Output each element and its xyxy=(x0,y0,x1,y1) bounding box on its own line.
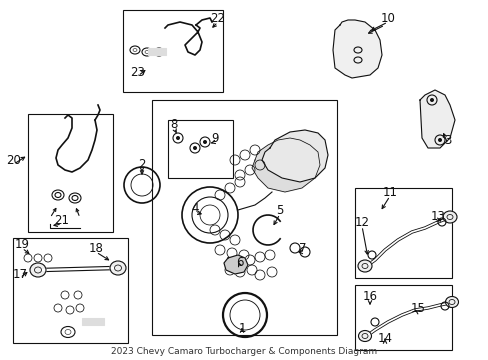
Text: 9: 9 xyxy=(211,131,218,144)
Text: 5: 5 xyxy=(276,203,283,216)
Text: 16: 16 xyxy=(362,289,377,302)
Text: 20: 20 xyxy=(6,153,21,166)
Bar xyxy=(152,100,336,335)
Circle shape xyxy=(193,146,197,150)
Circle shape xyxy=(429,98,433,102)
Text: 11: 11 xyxy=(382,185,397,198)
Text: 1: 1 xyxy=(238,321,245,334)
Ellipse shape xyxy=(357,260,371,272)
Text: 21: 21 xyxy=(54,213,69,226)
Ellipse shape xyxy=(442,211,456,223)
Bar xyxy=(82,318,104,325)
Polygon shape xyxy=(332,20,381,78)
Text: 7: 7 xyxy=(299,242,306,255)
Circle shape xyxy=(176,136,180,140)
Text: 13: 13 xyxy=(429,210,445,222)
Bar xyxy=(354,188,451,278)
Text: 18: 18 xyxy=(88,242,103,255)
Text: 19: 19 xyxy=(15,238,29,251)
Bar xyxy=(354,285,451,350)
Text: 2: 2 xyxy=(138,158,145,171)
Bar xyxy=(168,120,232,178)
Text: 23: 23 xyxy=(130,66,145,78)
Polygon shape xyxy=(262,130,327,182)
Text: 2023 Chevy Camaro Turbocharger & Components Diagram: 2023 Chevy Camaro Turbocharger & Compone… xyxy=(111,347,377,356)
Circle shape xyxy=(437,138,441,142)
Text: 10: 10 xyxy=(380,12,395,24)
Bar xyxy=(148,48,165,55)
Circle shape xyxy=(203,140,206,144)
Text: 15: 15 xyxy=(410,302,425,315)
Bar xyxy=(28,114,113,232)
Ellipse shape xyxy=(358,330,371,342)
Text: 3: 3 xyxy=(444,134,451,147)
Polygon shape xyxy=(251,138,319,192)
Text: 12: 12 xyxy=(354,216,369,229)
Ellipse shape xyxy=(30,263,46,277)
Bar xyxy=(123,10,223,92)
Text: 8: 8 xyxy=(170,117,177,130)
Ellipse shape xyxy=(110,261,126,275)
Ellipse shape xyxy=(445,297,458,307)
Bar xyxy=(13,238,128,343)
Text: 4: 4 xyxy=(191,202,198,215)
Text: 17: 17 xyxy=(13,267,27,280)
Polygon shape xyxy=(419,90,454,148)
Text: 14: 14 xyxy=(377,332,392,345)
Polygon shape xyxy=(224,255,247,274)
Text: 6: 6 xyxy=(236,256,243,269)
Text: 22: 22 xyxy=(210,12,225,24)
